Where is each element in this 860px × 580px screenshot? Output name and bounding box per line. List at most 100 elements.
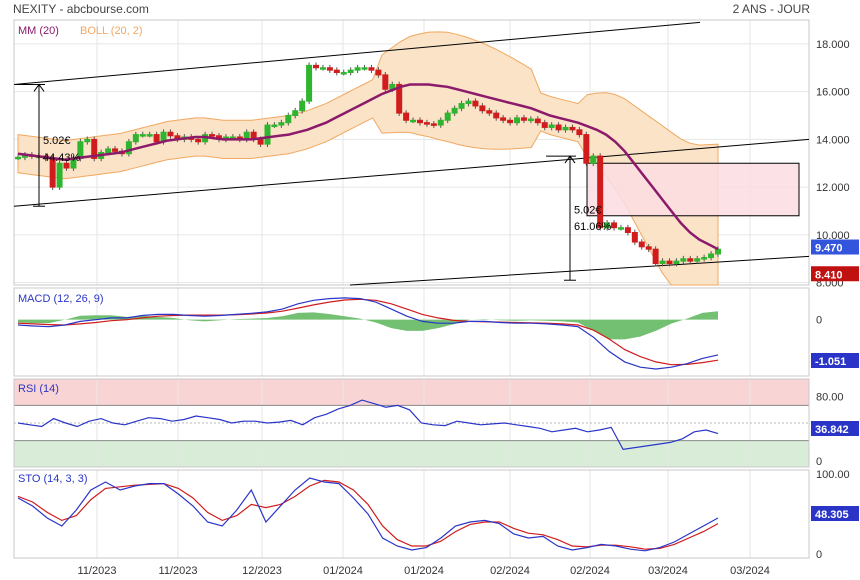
candle-body: [84, 138, 91, 143]
candle-body: [687, 258, 694, 262]
price-ytick-label: 14.000: [816, 134, 850, 146]
candle-body: [105, 148, 112, 153]
candle-body: [500, 117, 507, 121]
candle-body: [493, 112, 500, 119]
candle-body: [604, 222, 611, 229]
candle-body: [403, 112, 410, 121]
chart-title: NEXITY - abcbourse.com: [13, 2, 149, 16]
x-tick-label: 02/2024: [490, 565, 530, 577]
rsi-ytick-label: 0: [816, 456, 822, 468]
candle-body: [437, 119, 444, 126]
candle-body: [611, 222, 618, 229]
price-low-tag: 8.410: [815, 269, 843, 281]
resistance-zone: [586, 162, 800, 217]
channel-middle-line: [13, 138, 810, 207]
candle-body: [153, 134, 160, 143]
candle-body: [666, 260, 673, 265]
measure-amount-1: 5.02€: [43, 135, 71, 147]
candle-body: [590, 155, 597, 164]
sto-frame: [13, 469, 810, 559]
measure-percent-1: 44.43%: [43, 152, 81, 164]
candle-body: [56, 162, 63, 188]
candle-body: [569, 126, 576, 131]
x-tick-label: 12/2023: [242, 565, 282, 577]
macd-title: MACD (12, 26, 9): [18, 293, 104, 305]
candle-body: [534, 118, 541, 124]
candle-body: [271, 124, 278, 128]
candle-body: [694, 258, 701, 262]
candle-body: [354, 67, 361, 71]
candle-body: [195, 138, 202, 143]
candle-body: [617, 227, 624, 230]
candle-body: [368, 67, 375, 71]
candle-body: [576, 129, 583, 136]
sto-ytick-label: 0: [816, 549, 822, 561]
macd-last-tag-bg: [811, 353, 859, 368]
candle-body: [410, 119, 417, 123]
sto-title: STO (14, 3, 3): [18, 473, 88, 485]
channel-upper-line: [13, 21, 701, 85]
candle-body: [507, 119, 514, 124]
candle-body: [285, 114, 292, 124]
price-ytick-label: 10.000: [816, 230, 850, 242]
candle-body: [257, 138, 264, 145]
candle-body: [458, 103, 465, 109]
candle-body: [15, 156, 21, 160]
rsi-oversold-zone: [14, 440, 809, 467]
candle-body: [597, 155, 604, 229]
candle-body: [313, 64, 320, 69]
candle-body: [520, 117, 527, 121]
candle-body: [638, 241, 645, 248]
candle-body: [673, 260, 680, 265]
candle-body: [125, 141, 132, 155]
measure-amount-2: 5.02€: [574, 204, 602, 216]
rsi-panel: 80.00 0 RSI (14) 36.842: [13, 378, 859, 468]
price-low-tag-bg: [811, 266, 859, 282]
candle-body: [112, 148, 119, 152]
x-tick-label: 11/2023: [159, 565, 198, 577]
candle-body: [472, 100, 479, 107]
moving-average-line: [17, 83, 719, 251]
candle-body: [278, 122, 285, 126]
candle-body: [209, 134, 216, 137]
candle-body: [292, 110, 299, 116]
legend-boll: BOLL (20, 2): [80, 25, 143, 37]
macd-frame: [13, 287, 810, 377]
rsi-title: RSI (14): [18, 383, 59, 395]
sto-panel: 100.00 0 STO (14, 3, 3) 48.305: [13, 469, 859, 561]
candle-body: [631, 231, 638, 243]
x-tick-label: 11/2023: [78, 565, 117, 577]
price-last-tag: 9.470: [815, 243, 843, 255]
candle-body: [361, 67, 368, 70]
candle-body: [555, 124, 562, 131]
period-label: 2 ANS - JOUR: [733, 2, 811, 16]
x-tick-label: 03/2024: [730, 565, 770, 577]
candle-body: [306, 64, 313, 102]
candle-body: [548, 124, 555, 128]
candle-body: [701, 257, 708, 260]
x-tick-label: 01/2024: [404, 565, 444, 577]
candle-body: [423, 122, 430, 125]
candle-body: [333, 69, 340, 74]
measure-percent-2: 61.06%: [574, 221, 612, 233]
candle-body: [396, 83, 403, 114]
rsi-ytick-label: 80.00: [816, 392, 844, 404]
sto-last-tag: 48.305: [815, 509, 849, 521]
candle-body: [514, 117, 521, 124]
candle-body: [708, 253, 715, 259]
candle-body: [382, 74, 389, 90]
candle-body: [680, 258, 687, 262]
rsi-line: [17, 399, 719, 451]
candle-body: [167, 131, 174, 137]
x-tick-label: 02/2024: [570, 565, 610, 577]
candle-body: [562, 126, 569, 131]
candle-body: [541, 122, 548, 128]
candle-body: [659, 260, 666, 265]
macd-line: [17, 297, 719, 370]
candle-body: [583, 134, 590, 164]
candle-body: [63, 162, 70, 169]
candle-body: [444, 112, 451, 121]
rsi-overbought-zone: [14, 379, 809, 406]
candle-body: [264, 124, 271, 145]
